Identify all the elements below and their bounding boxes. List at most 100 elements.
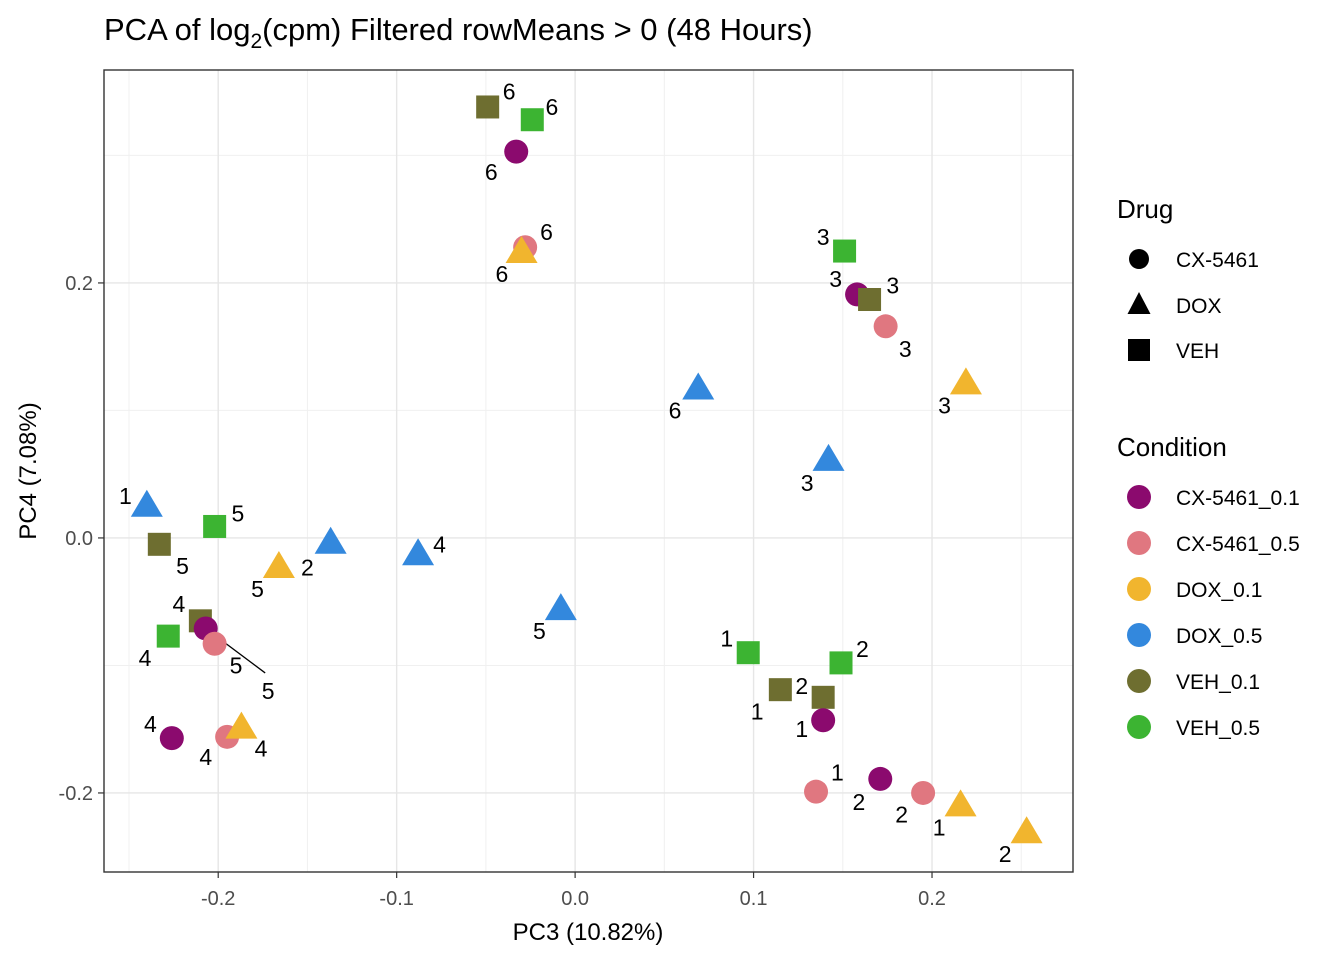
point-label: 5 [230, 652, 243, 678]
data-point-square [156, 624, 180, 648]
legend-condition-key [1127, 485, 1151, 509]
point-label: 3 [886, 272, 899, 298]
point-label: 4 [255, 735, 268, 761]
point-label: 5 [533, 618, 546, 644]
data-point-circle [804, 779, 829, 804]
data-point-square [811, 685, 835, 709]
point-label: 3 [899, 336, 912, 362]
legend-drug-label-veh: VEH [1176, 340, 1219, 363]
data-point-triangle [314, 526, 347, 554]
data-point-triangle [402, 538, 435, 566]
data-point-square [833, 239, 857, 263]
chart-title-rest: (cpm) Filtered rowMeans > 0 (48 Hours) [262, 12, 812, 47]
point-label: 1 [831, 760, 844, 786]
legend-condition-key [1127, 715, 1151, 739]
data-point-circle [504, 139, 529, 164]
point-label: 2 [999, 841, 1012, 867]
point-label: 2 [895, 802, 908, 828]
point-label: 6 [540, 219, 553, 245]
point-label: 2 [856, 636, 869, 662]
chart-title-subscript: 2 [250, 30, 262, 53]
data-point-square [147, 532, 171, 556]
legend-condition: Condition CX-5461_0.1 CX-5461_0.5 DOX_0.1 D… [1117, 432, 1300, 740]
x-tick-label: 0.1 [740, 888, 768, 910]
legend-condition-label: VEH_0.5 [1176, 717, 1260, 740]
point-label: 4 [173, 591, 186, 617]
point-label: 1 [751, 698, 764, 724]
point-label: 1 [720, 626, 733, 652]
point-label: 1 [119, 483, 132, 509]
legend-drug-triangle-key [1127, 292, 1151, 314]
legend-condition-label: CX-5461_0.5 [1176, 533, 1300, 556]
point-label: 2 [301, 554, 314, 580]
data-point-triangle [1010, 816, 1043, 844]
legend-condition-key [1127, 623, 1151, 647]
y-tick-label: -0.2 [59, 783, 93, 805]
point-label: 6 [496, 261, 509, 287]
data-point-square [520, 108, 544, 132]
data-point-square [203, 514, 227, 538]
data-point-triangle [130, 489, 163, 517]
point-label: 6 [546, 94, 559, 120]
legend-drug-label-cx5461: CX-5461 [1176, 249, 1259, 272]
x-tick-label: -0.2 [201, 888, 235, 910]
point-label: 5 [176, 553, 189, 579]
data-point-square [476, 95, 500, 119]
point-label: 2 [795, 673, 808, 699]
y-tick-label: 0.2 [65, 273, 93, 295]
point-label: 4 [199, 744, 212, 770]
legend-condition-title: Condition [1117, 432, 1227, 462]
x-tick-label: 0.0 [561, 888, 589, 910]
data-points [130, 95, 1043, 844]
point-label: 4 [144, 711, 157, 737]
data-point-square [829, 651, 853, 675]
legend-condition-key [1127, 669, 1151, 693]
data-point-triangle [505, 236, 538, 264]
axes: -0.2 -0.1 0.0 0.1 0.2 -0.2 0.0 0.2 [59, 273, 946, 910]
data-point-circle [911, 780, 936, 805]
x-axis-title: PC3 (10.82%) [513, 919, 664, 946]
data-point-square [736, 641, 760, 665]
data-point-circle [811, 708, 836, 733]
data-point-triangle [944, 789, 977, 817]
x-tick-label: 0.2 [918, 888, 946, 910]
data-point-circle [159, 726, 184, 751]
point-label: 3 [938, 392, 951, 418]
legend-condition-key [1127, 531, 1151, 555]
data-point-square [858, 288, 882, 312]
data-point-triangle [812, 443, 845, 471]
data-point-triangle [949, 367, 982, 395]
chart-title-main: PCA of log [104, 12, 250, 47]
legend-condition-label: DOX_0.5 [1176, 625, 1262, 648]
point-label: 6 [485, 159, 498, 185]
point-label: 5 [251, 576, 264, 602]
legend-drug-label-dox: DOX [1176, 295, 1222, 318]
legend-condition-items: CX-5461_0.1 CX-5461_0.5 DOX_0.1 DOX_0.5 VEH_… [1127, 485, 1300, 740]
legend-condition-label: CX-5461_0.1 [1176, 487, 1300, 510]
data-point-triangle [682, 372, 715, 400]
y-axis-title: PC4 (7.08%) [15, 402, 42, 539]
legend-drug-square-key [1128, 339, 1150, 361]
data-point-triangle [544, 593, 577, 621]
point-label: 3 [829, 266, 842, 292]
legend-condition-key [1127, 577, 1151, 601]
point-label: 5 [262, 678, 275, 704]
point-label: 6 [503, 79, 516, 105]
point-label: 3 [817, 224, 830, 250]
data-point-square [768, 678, 792, 702]
plot-panel [104, 70, 1073, 872]
point-label: 1 [933, 814, 946, 840]
point-label: 4 [433, 531, 446, 557]
legend-drug: Drug CX-5461 DOX VEH [1117, 194, 1259, 363]
x-tick-label: -0.1 [379, 888, 413, 910]
point-label: 6 [669, 397, 682, 423]
data-point-circle [202, 631, 227, 656]
legend-drug-title: Drug [1117, 194, 1173, 224]
legend-drug-circle-key [1129, 249, 1149, 269]
plot-panel-border [103, 69, 1074, 873]
chart-title: PCA of log2(cpm) Filtered rowMeans > 0 (… [104, 12, 813, 53]
point-label: 2 [852, 789, 865, 815]
legend-condition-label: VEH_0.1 [1176, 671, 1260, 694]
